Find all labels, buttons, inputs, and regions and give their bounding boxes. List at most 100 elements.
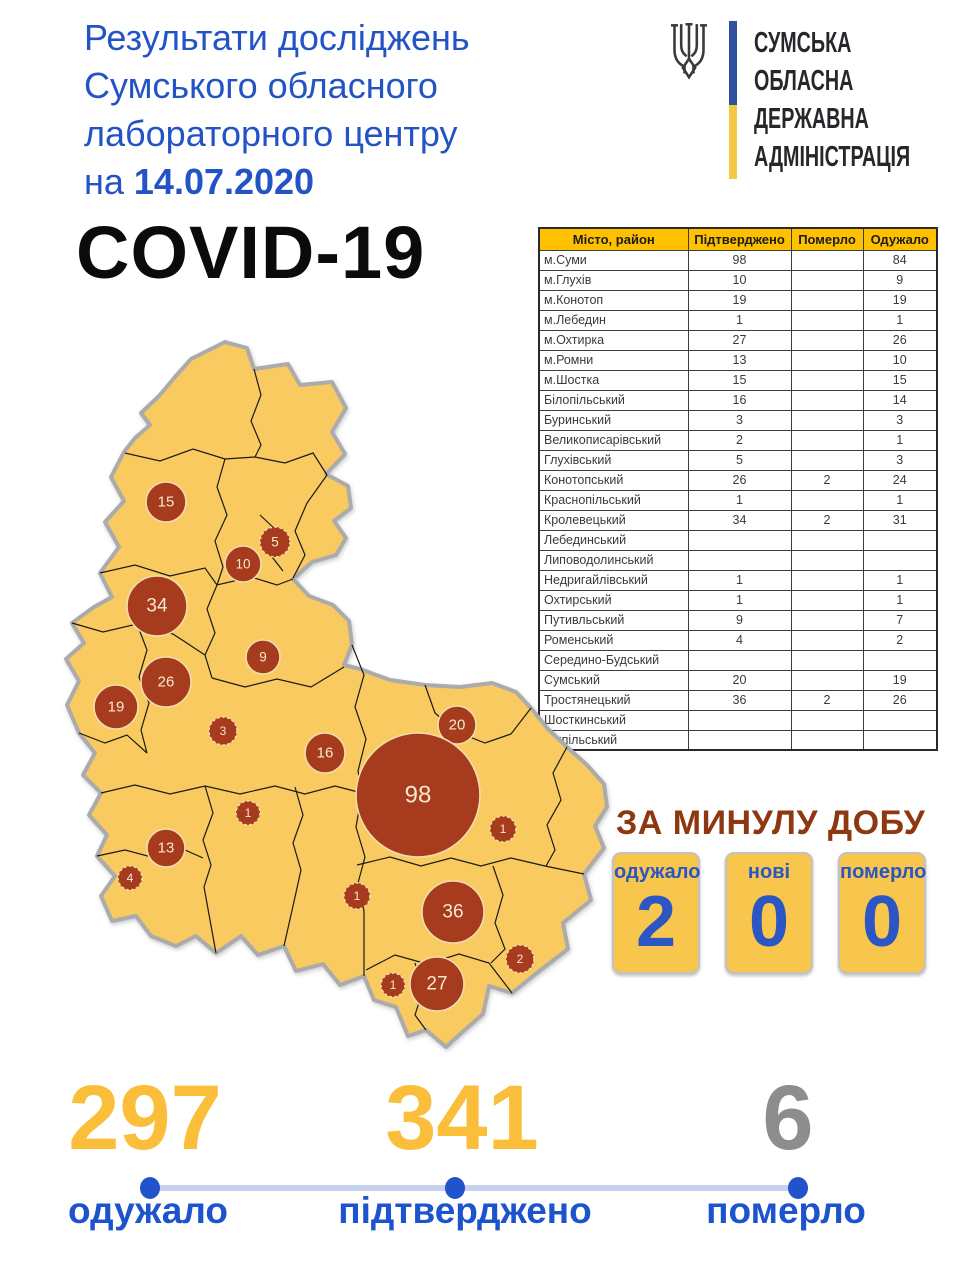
table-row: Буринський 3 3 bbox=[538, 409, 938, 431]
district-name-cell: Краснопільський bbox=[538, 489, 689, 511]
bubble-circle bbox=[245, 639, 281, 675]
table-row: м.Ромни 13 10 bbox=[538, 349, 938, 371]
bubble-value: 16 bbox=[317, 745, 334, 762]
flag-bar bbox=[729, 21, 737, 179]
last-24h-cards: одужало 2 нові 0 померло 0 bbox=[612, 852, 926, 974]
table-row: Великописарівський 2 1 bbox=[538, 429, 938, 451]
bubble-circle bbox=[117, 865, 143, 891]
org-line-3: ДЕРЖАВНА bbox=[754, 103, 869, 135]
value-cell: 84 bbox=[862, 249, 938, 271]
covid-19-heading: COVID-19 bbox=[76, 211, 426, 294]
table-row: Краснопільський 1 1 bbox=[538, 489, 938, 511]
value-cell: 14 bbox=[862, 389, 938, 411]
value-cell: 1 bbox=[862, 589, 938, 611]
column-header-1: Підтверджено bbox=[687, 227, 792, 251]
district-name-cell: м.Конотоп bbox=[538, 289, 689, 311]
title-line-2: Сумського обласного bbox=[84, 65, 438, 106]
table-row: Роменський 4 2 bbox=[538, 629, 938, 651]
flag-bar-yellow bbox=[729, 105, 737, 179]
value-cell: 3 bbox=[862, 449, 938, 471]
value-cell: 98 bbox=[687, 249, 792, 271]
value-cell: 9 bbox=[687, 609, 792, 631]
value-cell: 26 bbox=[687, 469, 792, 491]
value-cell bbox=[862, 729, 938, 751]
district-name-cell: Білопільський bbox=[538, 389, 689, 411]
value-cell: 1 bbox=[862, 429, 938, 451]
value-cell bbox=[687, 709, 792, 731]
map-bubble: 26 bbox=[140, 656, 192, 708]
map-bubble: 1 bbox=[380, 972, 406, 998]
page-title: Результати досліджень Сумського обласног… bbox=[84, 14, 584, 206]
column-header-0: Місто, район bbox=[538, 227, 689, 251]
total-recovered-value: 297 bbox=[68, 1067, 222, 1169]
district-name-cell: м.Лебедин bbox=[538, 309, 689, 331]
bubble-circle bbox=[146, 828, 186, 868]
map-bubble: 20 bbox=[437, 705, 477, 745]
value-cell bbox=[790, 609, 864, 631]
district-name-cell: м.Суми bbox=[538, 249, 689, 271]
card-value: 2 bbox=[635, 882, 677, 962]
bubble-value: 34 bbox=[146, 596, 168, 617]
value-cell: 19 bbox=[862, 289, 938, 311]
value-cell bbox=[790, 249, 864, 271]
map-bubble: 2 bbox=[505, 944, 535, 974]
value-cell: 20 bbox=[687, 669, 792, 691]
value-cell bbox=[862, 649, 938, 671]
bubble-value: 27 bbox=[426, 974, 447, 995]
bubble-value: 36 bbox=[442, 902, 463, 923]
value-cell: 27 bbox=[687, 329, 792, 351]
value-cell bbox=[687, 649, 792, 671]
value-cell: 15 bbox=[687, 369, 792, 391]
value-cell bbox=[687, 529, 792, 551]
value-cell bbox=[790, 429, 864, 451]
totals-timeline bbox=[150, 1185, 798, 1191]
map-bubble: 15 bbox=[145, 481, 187, 523]
value-cell: 9 bbox=[862, 269, 938, 291]
value-cell: 34 bbox=[687, 509, 792, 531]
bubble-value: 15 bbox=[158, 494, 175, 511]
table-row: Недригайлівський 1 1 bbox=[538, 569, 938, 591]
trident-icon bbox=[670, 22, 708, 80]
total-recovered-label: одужало bbox=[68, 1190, 228, 1231]
value-cell bbox=[790, 269, 864, 291]
value-cell bbox=[862, 529, 938, 551]
bubble-value: 3 bbox=[220, 724, 227, 738]
column-header-2: Померло bbox=[790, 227, 864, 251]
table-row: м.Конотоп 19 19 bbox=[538, 289, 938, 311]
bubble-circle bbox=[235, 800, 261, 826]
bubble-circle bbox=[355, 732, 481, 858]
map-bubble: 9 bbox=[245, 639, 281, 675]
district-name-cell: Недригайлівський bbox=[538, 569, 689, 591]
district-name-cell: Середино-Будський bbox=[538, 649, 689, 671]
value-cell: 2 bbox=[790, 689, 864, 711]
district-name-cell: м.Глухів bbox=[538, 269, 689, 291]
map-bubble: 16 bbox=[304, 732, 346, 774]
value-cell: 13 bbox=[687, 349, 792, 371]
district-name-cell: Лебединський bbox=[538, 529, 689, 551]
map-bubble: 98 bbox=[355, 732, 481, 858]
daily-card-одужало: одужало 2 bbox=[612, 852, 700, 974]
value-cell bbox=[790, 409, 864, 431]
date-value: 14.07.2020 bbox=[133, 161, 315, 202]
value-cell bbox=[790, 389, 864, 411]
map-bubble: 13 bbox=[146, 828, 186, 868]
value-cell: 10 bbox=[687, 269, 792, 291]
value-cell bbox=[790, 709, 864, 731]
bubble-value: 1 bbox=[390, 978, 397, 992]
value-cell: 16 bbox=[687, 389, 792, 411]
title-line-1: Результати досліджень bbox=[84, 17, 470, 58]
value-cell: 15 bbox=[862, 369, 938, 391]
value-cell: 1 bbox=[862, 569, 938, 591]
bubble-value: 13 bbox=[158, 840, 175, 857]
bubble-circle bbox=[505, 944, 535, 974]
value-cell: 2 bbox=[687, 429, 792, 451]
table-row: м.Суми 98 84 bbox=[538, 249, 938, 271]
district-stats-table: Місто, район Підтверджено Померло Одужало м… bbox=[538, 227, 938, 751]
value-cell: 10 bbox=[862, 349, 938, 371]
total-confirmed-label: підтверджено bbox=[338, 1190, 592, 1231]
value-cell: 4 bbox=[687, 629, 792, 651]
column-header-3: Одужало bbox=[862, 227, 938, 251]
bubble-value: 20 bbox=[449, 717, 466, 734]
map-bubble: 1 bbox=[343, 882, 371, 910]
